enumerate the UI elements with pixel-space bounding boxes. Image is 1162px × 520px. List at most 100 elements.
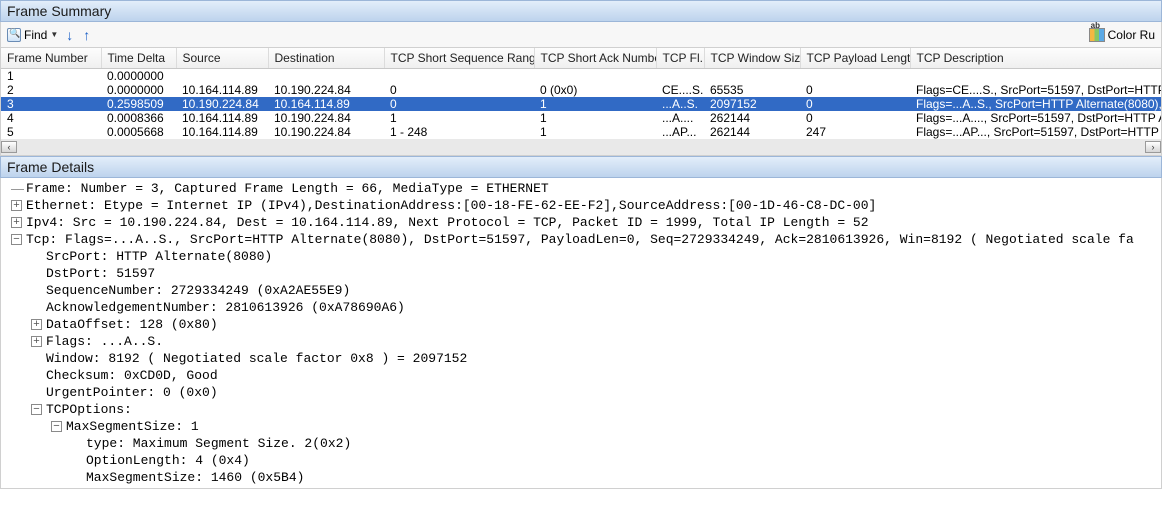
detail-line[interactable]: + Ipv4: Src = 10.190.224.84, Dest = 10.16…: [1, 214, 1161, 231]
column-header-ack_num[interactable]: TCP Short Ack Number: [534, 48, 656, 69]
detail-line[interactable]: +Ethernet: Etype = Internet IP (IPv4),De…: [1, 197, 1161, 214]
cell-frame_number: 3: [1, 97, 101, 111]
detail-text: SrcPort: HTTP Alternate(8080): [46, 248, 272, 265]
column-header-description[interactable]: TCP Description: [910, 48, 1162, 69]
cell-ack_num: 1: [534, 111, 656, 125]
detail-line[interactable]: UrgentPointer: 0 (0x0): [1, 384, 1161, 401]
detail-line[interactable]: OptionLength: 4 (0x4): [1, 452, 1161, 469]
scroll-left-arrow[interactable]: ‹: [1, 141, 17, 153]
find-label: Find: [24, 28, 47, 42]
cell-seq_range: 0: [384, 97, 534, 111]
cell-ack_num: 1: [534, 97, 656, 111]
detail-text: Tcp: Flags=...A..S., SrcPort=HTTP Altern…: [26, 231, 1134, 248]
detail-text: Frame: Number = 3, Captured Frame Length…: [26, 180, 549, 197]
cell-seq_range: 1 - 248: [384, 125, 534, 139]
cell-destination: 10.190.224.84: [268, 125, 384, 139]
detail-line[interactable]: type: Maximum Segment Size. 2(0x2): [1, 435, 1161, 452]
detail-text: DataOffset: 128 (0x80): [46, 316, 218, 333]
cell-time_delta: 0.0000000: [101, 83, 176, 97]
table-row[interactable]: 30.259850910.190.224.8410.164.114.8901..…: [1, 97, 1162, 111]
detail-text: Ipv4: Src = 10.190.224.84, Dest = 10.164…: [26, 214, 869, 231]
frame-details-tree[interactable]: —Frame: Number = 3, Captured Frame Lengt…: [0, 178, 1162, 489]
cell-ack_num: 0 (0x0): [534, 83, 656, 97]
detail-line[interactable]: AcknowledgementNumber: 2810613926 (0xA78…: [1, 299, 1161, 316]
horizontal-scrollbar[interactable]: ‹ ›: [1, 139, 1161, 155]
collapse-icon[interactable]: −: [31, 404, 42, 415]
column-header-seq_range[interactable]: TCP Short Sequence Range: [384, 48, 534, 69]
detail-text: TCPOptions:: [46, 401, 132, 418]
cell-seq_range: 1: [384, 111, 534, 125]
detail-text: SequenceNumber: 2729334249 (0xA2AE55E9): [46, 282, 350, 299]
cell-ack_num: [534, 69, 656, 84]
collapse-icon[interactable]: −: [51, 421, 62, 432]
detail-text: OptionLength: 4 (0x4): [86, 452, 250, 469]
scroll-right-arrow[interactable]: ›: [1145, 141, 1161, 153]
summary-toolbar: Find ▼ ↓ ↑ Color Ru: [0, 22, 1162, 48]
detail-text: Flags: ...A..S.: [46, 333, 163, 350]
collapse-icon[interactable]: −: [11, 234, 22, 245]
detail-line[interactable]: SequenceNumber: 2729334249 (0xA2AE55E9): [1, 282, 1161, 299]
cell-win_size: 262144: [704, 111, 800, 125]
detail-text: DstPort: 51597: [46, 265, 155, 282]
color-rules-icon: [1089, 28, 1105, 42]
find-dropdown-arrow[interactable]: ▼: [50, 30, 58, 39]
cell-source: 10.190.224.84: [176, 97, 268, 111]
cell-payload_len: 247: [800, 125, 910, 139]
detail-line[interactable]: Checksum: 0xCD0D, Good: [1, 367, 1161, 384]
expand-icon[interactable]: +: [31, 319, 42, 330]
column-header-destination[interactable]: Destination: [268, 48, 384, 69]
cell-destination: [268, 69, 384, 84]
column-header-time_delta[interactable]: Time Delta: [101, 48, 176, 69]
frame-summary-title: Frame Summary: [7, 3, 111, 19]
table-row[interactable]: 10.0000000: [1, 69, 1162, 84]
cell-source: [176, 69, 268, 84]
detail-line[interactable]: DstPort: 51597: [1, 265, 1161, 282]
detail-line[interactable]: —Frame: Number = 3, Captured Frame Lengt…: [1, 180, 1161, 197]
detail-text: UrgentPointer: 0 (0x0): [46, 384, 218, 401]
detail-line[interactable]: + DataOffset: 128 (0x80): [1, 316, 1161, 333]
cell-source: 10.164.114.89: [176, 83, 268, 97]
find-icon: [7, 28, 21, 42]
column-header-frame_number[interactable]: Frame Number: [1, 48, 101, 69]
nav-up-arrow[interactable]: ↑: [81, 27, 92, 43]
frame-summary-header: Frame Summary: [0, 0, 1162, 22]
cell-destination: 10.164.114.89: [268, 97, 384, 111]
expand-icon[interactable]: +: [11, 200, 22, 211]
column-header-source[interactable]: Source: [176, 48, 268, 69]
detail-line[interactable]: MaxSegmentSize: 1460 (0x5B4): [1, 469, 1161, 486]
nav-down-arrow[interactable]: ↓: [64, 27, 75, 43]
cell-payload_len: 0: [800, 97, 910, 111]
table-row[interactable]: 40.000836610.164.114.8910.190.224.8411..…: [1, 111, 1162, 125]
cell-description: Flags=...AP..., SrcPort=51597, DstPort=H…: [910, 125, 1162, 139]
cell-frame_number: 1: [1, 69, 101, 84]
cell-description: [910, 69, 1162, 84]
cell-payload_len: 0: [800, 83, 910, 97]
find-button[interactable]: Find ▼: [7, 28, 58, 42]
expand-icon[interactable]: +: [11, 217, 22, 228]
cell-destination: 10.190.224.84: [268, 111, 384, 125]
cell-description: Flags=...A..S., SrcPort=HTTP Alternate(8…: [910, 97, 1162, 111]
cell-win_size: 262144: [704, 125, 800, 139]
color-rules-label: Color Ru: [1108, 28, 1155, 42]
cell-source: 10.164.114.89: [176, 111, 268, 125]
column-header-win_size[interactable]: TCP Window Size: [704, 48, 800, 69]
detail-line[interactable]: Window: 8192 ( Negotiated scale factor 0…: [1, 350, 1161, 367]
cell-ack_num: 1: [534, 125, 656, 139]
cell-payload_len: 0: [800, 111, 910, 125]
column-header-payload_len[interactable]: TCP Payload Length: [800, 48, 910, 69]
detail-line[interactable]: SrcPort: HTTP Alternate(8080): [1, 248, 1161, 265]
detail-line[interactable]: −Tcp: Flags=...A..S., SrcPort=HTTP Alter…: [1, 231, 1161, 248]
table-row[interactable]: 50.000566810.164.114.8910.190.224.841 - …: [1, 125, 1162, 139]
cell-destination: 10.190.224.84: [268, 83, 384, 97]
detail-line[interactable]: −MaxSegmentSize: 1: [1, 418, 1161, 435]
cell-frame_number: 5: [1, 125, 101, 139]
color-rules-button[interactable]: Color Ru: [1089, 28, 1155, 42]
column-header-row[interactable]: Frame NumberTime DeltaSourceDestinationT…: [1, 48, 1162, 69]
table-row[interactable]: 20.000000010.164.114.8910.190.224.8400 (…: [1, 83, 1162, 97]
detail-line[interactable]: −TCPOptions:: [1, 401, 1161, 418]
cell-tcp_fl: ...A....: [656, 111, 704, 125]
column-header-tcp_fl[interactable]: TCP Fl...: [656, 48, 704, 69]
expand-icon[interactable]: +: [31, 336, 42, 347]
detail-line[interactable]: + Flags: ...A..S.: [1, 333, 1161, 350]
leaf-icon: —: [11, 180, 22, 197]
